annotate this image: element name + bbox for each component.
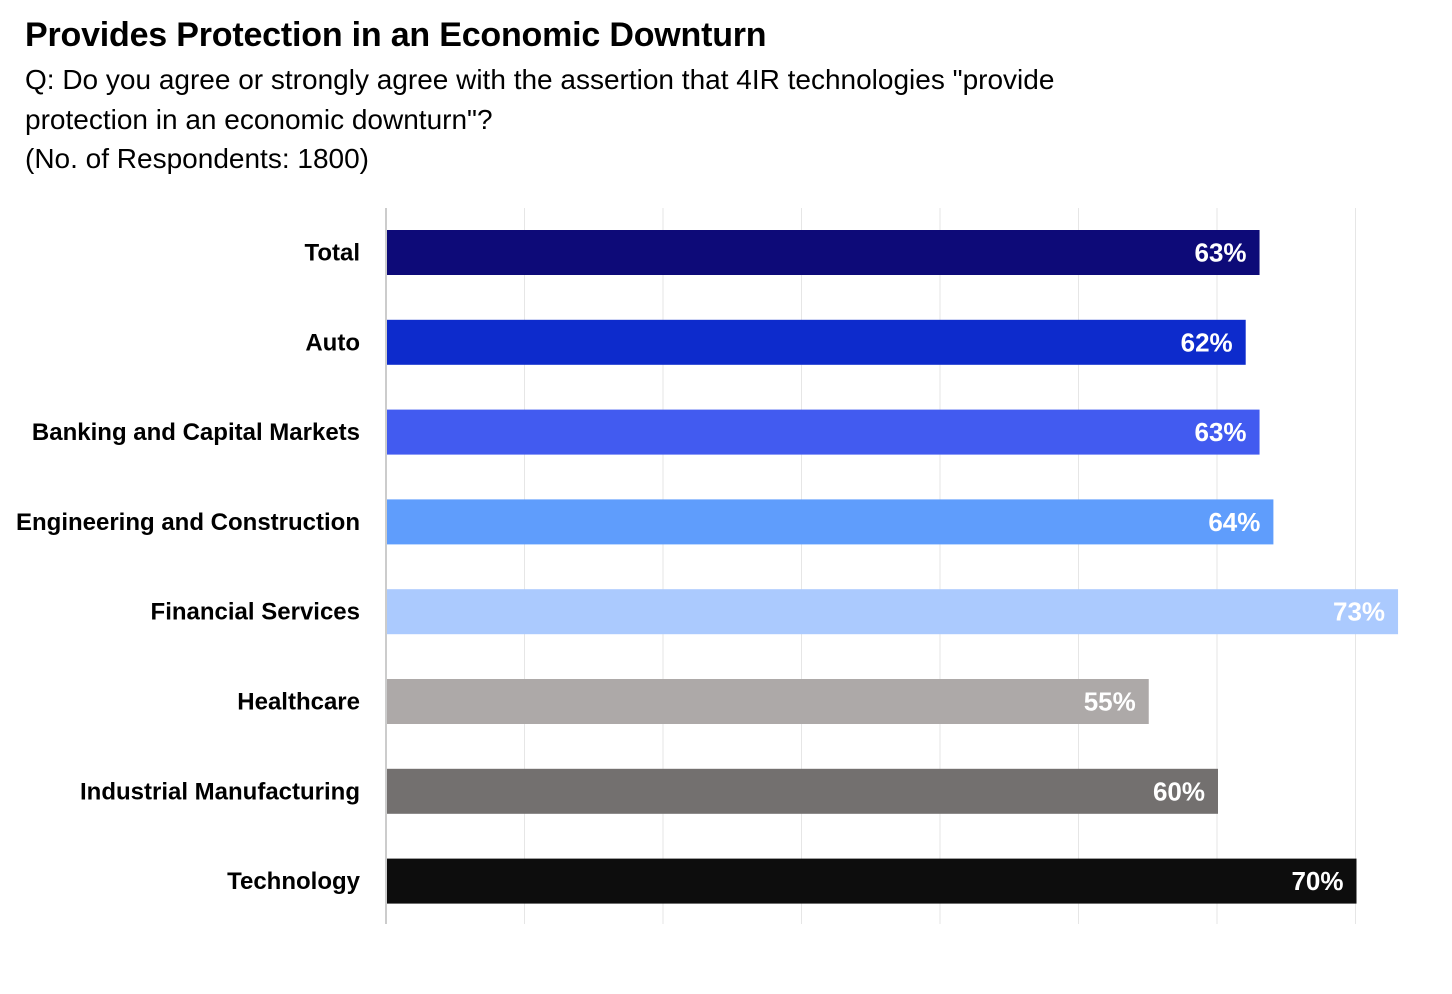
value-label: 64% [1208, 507, 1260, 537]
value-label: 63% [1195, 417, 1247, 447]
bar [387, 499, 1274, 545]
value-label: 63% [1195, 238, 1247, 268]
bar [387, 319, 1246, 365]
subtitle-line-3: (No. of Respondents: 1800) [25, 143, 369, 174]
value-labels: 63% 62% 63% 64% 73% 55% 60% 70% [1084, 238, 1385, 897]
category-label: Banking and Capital Markets [32, 419, 360, 446]
value-label: 70% [1291, 866, 1343, 896]
chart-subtitle: Q: Do you agree or strongly agree with t… [25, 60, 1285, 179]
value-label: 73% [1333, 597, 1385, 627]
category-label: Engineering and Construction [16, 509, 360, 536]
subtitle-line-2: protection in an economic downturn"? [25, 103, 493, 135]
value-label: 55% [1084, 687, 1136, 717]
category-label: Total [304, 240, 360, 267]
category-label: Auto [305, 329, 360, 356]
subtitle-line-1: Q: Do you agree or strongly agree with t… [25, 64, 1055, 95]
category-label: Industrial Manufacturing [80, 778, 360, 805]
category-label: Healthcare [237, 689, 360, 716]
category-label: Technology [227, 868, 361, 895]
bar [387, 679, 1149, 724]
category-labels: Total Auto Banking and Capital Markets Engi… [16, 240, 361, 896]
value-label: 62% [1181, 327, 1233, 357]
chart-title: Provides Protection in an Economic Downt… [25, 16, 767, 54]
bar [387, 589, 1399, 635]
bars [387, 230, 1399, 904]
category-label: Financial Services [151, 599, 360, 626]
bar [387, 768, 1218, 814]
gridlines [385, 208, 1356, 924]
bar [387, 858, 1357, 904]
value-label: 60% [1153, 776, 1205, 806]
bar [387, 409, 1260, 455]
bar [387, 230, 1260, 275]
